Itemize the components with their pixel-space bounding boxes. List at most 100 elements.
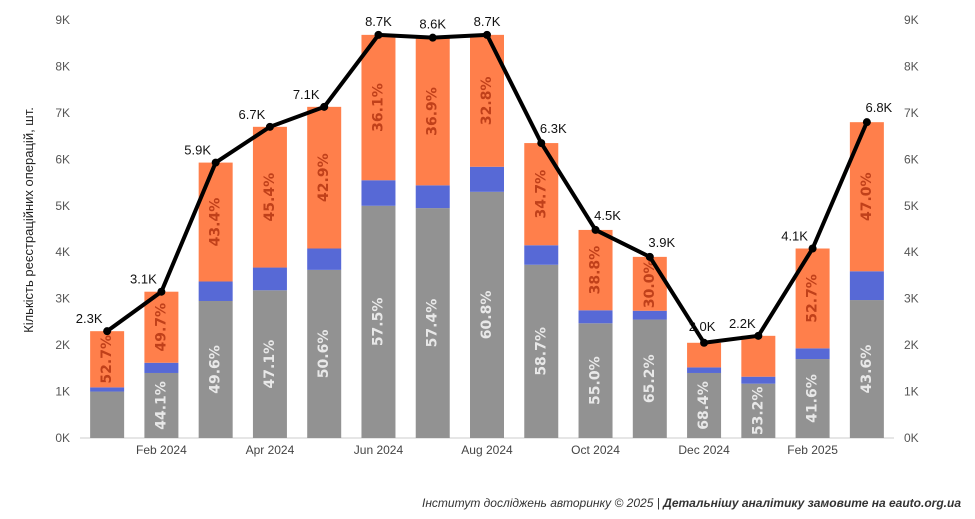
footer-source: Інститут досліджень авторинку © 2025 (421, 496, 654, 510)
bar-segment-gray (687, 372, 722, 438)
footer-note: Інститут досліджень авторинку © 2025 | Д… (422, 496, 961, 510)
y-tick-left: 1K (55, 385, 70, 399)
bar-segment-blue (307, 248, 342, 270)
bar-segment-orange (578, 229, 613, 311)
bar-segment-gray (361, 205, 396, 438)
stacked-bars (90, 34, 884, 438)
footer-cta[interactable]: Детальнішу аналітику замовите на eauto.o… (663, 496, 961, 510)
total-label: 6.3K (540, 121, 567, 136)
x-tick-label: Jun 2024 (354, 443, 404, 457)
share-label: 41.6% (805, 374, 821, 423)
y-ticks-right: 0K 1K 2K 3K 4K 5K 6K 7K 8K 9K (904, 13, 919, 445)
bar-segment-blue (578, 310, 613, 324)
bar-segment-gray (578, 323, 613, 438)
total-line (103, 30, 871, 347)
bar-segment-blue (252, 267, 287, 291)
share-label: 53.2% (750, 387, 766, 436)
bar-segment-blue (90, 387, 125, 392)
share-label: 32.8% (479, 77, 495, 126)
y-tick-left: 9K (55, 13, 70, 27)
bar-segment-gray (198, 300, 233, 438)
bar-segment-orange (687, 342, 722, 368)
share-label: 65.2% (642, 354, 658, 403)
y-tick-left: 6K (55, 152, 70, 166)
y-tick-right: 8K (904, 59, 919, 73)
y-tick-right: 6K (904, 152, 919, 166)
x-tick-label: Oct 2024 (571, 443, 620, 457)
bar-segment-blue (524, 245, 559, 265)
total-label: 4.1K (781, 229, 808, 244)
x-tick-label: Dec 2024 (678, 443, 730, 457)
bar-segment-orange (198, 162, 233, 282)
bar-segment-gray (795, 359, 830, 438)
total-point (591, 225, 600, 234)
total-point (265, 122, 274, 131)
share-labels: 52.7% 44.1% 49.7% 49.6% 43.4% 47.1% 45.4% 50.6%… (99, 77, 875, 436)
y-tick-right: 0K (904, 431, 919, 445)
share-label: 47.1% (262, 340, 278, 389)
bar-segment-gray (524, 264, 559, 438)
total-point (374, 30, 383, 39)
y-tick-left: 0K (55, 431, 70, 445)
bar-segment-gray (849, 300, 884, 438)
y-tick-right: 3K (904, 292, 919, 306)
total-point (700, 338, 709, 347)
share-label: 44.1% (153, 381, 169, 430)
share-label: 55.0% (588, 356, 604, 405)
footer-separator: | (653, 496, 664, 510)
y-tick-left: 2K (55, 338, 70, 352)
y-tick-left: 5K (55, 199, 70, 213)
total-label: 7.1K (293, 87, 320, 102)
share-label: 57.4% (425, 299, 441, 348)
share-label: 52.7% (99, 335, 115, 384)
share-label: 34.7% (533, 170, 549, 219)
share-label: 60.8% (479, 291, 495, 340)
total-label: 8.7K (365, 14, 392, 29)
total-point (754, 331, 763, 340)
bar-segment-gray (252, 290, 287, 438)
share-label: 36.9% (425, 87, 441, 136)
total-point (211, 158, 220, 167)
x-tick-label: Apr 2024 (246, 443, 295, 457)
bar-segment-gray (632, 319, 667, 438)
total-label: 8.6K (419, 17, 446, 32)
x-tick-label: Aug 2024 (461, 443, 513, 457)
bar-segment-gray (144, 372, 179, 438)
y-tick-left: 8K (55, 59, 70, 73)
y-tick-right: 7K (904, 106, 919, 120)
bar-segment-blue (849, 271, 884, 301)
total-label: 6.8K (865, 100, 892, 115)
bar-segment-blue (144, 362, 179, 373)
x-ticks: Feb 2024 Apr 2024 Jun 2024 Aug 2024 Oct 2024… (136, 443, 838, 457)
bar-segment-blue (470, 166, 504, 192)
bar-segment-gray (90, 391, 125, 438)
total-label: 3.9K (648, 235, 675, 250)
share-label: 43.4% (208, 198, 224, 247)
total-label: 2.2K (729, 316, 756, 331)
x-tick-label: Feb 2025 (787, 443, 838, 457)
bar-segment-orange (144, 291, 179, 363)
bar-segment-blue (198, 281, 233, 301)
share-label: 58.7% (533, 327, 549, 376)
total-label: 3.1K (130, 272, 157, 287)
share-label: 49.7% (153, 303, 169, 352)
x-tick-label: Feb 2024 (136, 443, 187, 457)
bar-segment-blue (361, 180, 396, 206)
total-point (320, 102, 329, 111)
total-point (862, 118, 871, 127)
total-point (808, 244, 817, 253)
y-tick-right: 5K (904, 199, 919, 213)
total-point (157, 287, 166, 296)
total-point (103, 327, 112, 336)
bar-segment-orange (741, 335, 776, 377)
bar-segment-gray (470, 191, 504, 438)
total-point (645, 252, 654, 261)
bar-segment-orange (632, 256, 667, 311)
y-tick-left: 4K (55, 245, 70, 259)
share-label: 68.4% (696, 381, 712, 430)
bar-segment-orange (90, 331, 125, 388)
bar-segment-blue (741, 376, 776, 384)
total-point (483, 30, 491, 39)
bar-segment-gray (307, 269, 342, 438)
